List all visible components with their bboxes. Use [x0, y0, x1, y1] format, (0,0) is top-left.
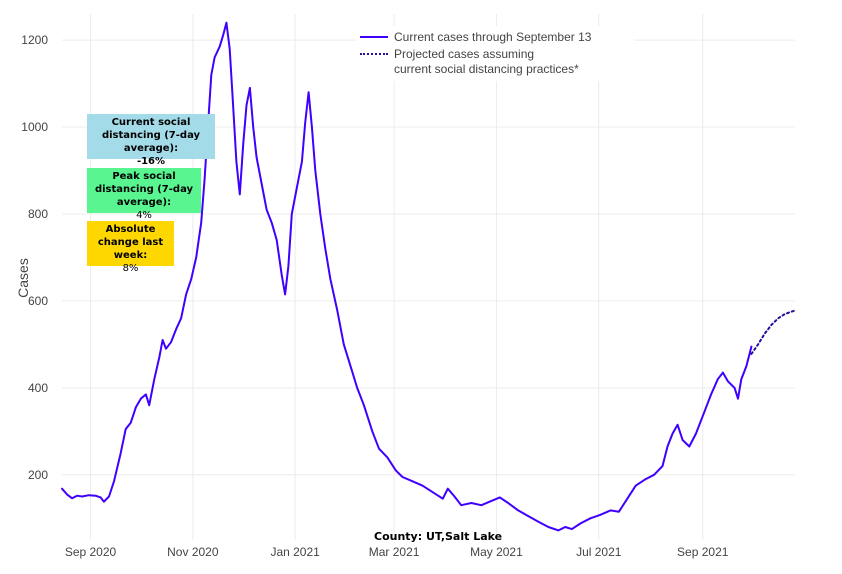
- peak-distancing-value: 4%: [136, 210, 152, 221]
- y-tick-label: 800: [28, 207, 48, 221]
- y-tick-label: 1200: [21, 33, 48, 47]
- y-axis-title: Cases: [15, 258, 31, 298]
- x-tick-label: Nov 2020: [167, 545, 219, 559]
- series-lines: [61, 21, 796, 532]
- legend-item-current[interactable]: Current cases through September 13: [360, 30, 630, 45]
- solid-line-swatch: [360, 30, 388, 42]
- legend-label-projected: Projected cases assuming current social …: [394, 47, 579, 77]
- peak-distancing-box: Peak social distancing (7-day average): …: [87, 168, 201, 221]
- grid-lines: [62, 14, 795, 540]
- legend-label-current: Current cases through September 13: [394, 30, 592, 44]
- current-distancing-heading: Current social distancing (7-day average…: [101, 117, 201, 154]
- absolute-change-value: 8%: [122, 263, 139, 274]
- y-axis-ticks: 200 400 600 800 1000 1200: [21, 33, 48, 482]
- legend-label-projected-line1: Projected cases assuming: [394, 47, 535, 61]
- peak-distancing-heading: Peak social distancing (7-day average):: [94, 171, 194, 208]
- y-tick-label: 400: [28, 381, 48, 395]
- series-line-projected: [750, 309, 796, 355]
- legend: Current cases through September 13 Proje…: [356, 26, 634, 81]
- current-distancing-value: -16%: [136, 156, 166, 167]
- y-tick-label: 600: [28, 294, 48, 308]
- y-tick-label: 200: [28, 468, 48, 482]
- county-label: County: UT,Salt Lake: [374, 530, 503, 543]
- absolute-change-box: Absolute change last week: 8%: [87, 221, 174, 274]
- x-tick-label: May 2021: [470, 545, 523, 559]
- series-line-current: [61, 21, 753, 532]
- x-tick-label: Mar 2021: [369, 545, 420, 559]
- legend-label-projected-line2: current social distancing practices*: [394, 62, 579, 76]
- x-tick-label: Jul 2021: [576, 545, 622, 559]
- x-tick-label: Sep 2021: [677, 545, 729, 559]
- x-tick-label: Jan 2021: [270, 545, 320, 559]
- x-tick-label: Sep 2020: [65, 545, 117, 559]
- current-distancing-box: Current social distancing (7-day average…: [87, 114, 215, 167]
- legend-item-projected[interactable]: Projected cases assuming current social …: [360, 47, 630, 77]
- x-axis-ticks: Sep 2020 Nov 2020 Jan 2021 Mar 2021 May 2021…: [65, 545, 729, 559]
- y-tick-label: 1000: [21, 120, 48, 134]
- dotted-line-swatch: [360, 47, 388, 59]
- absolute-change-heading: Absolute change last week:: [97, 224, 164, 261]
